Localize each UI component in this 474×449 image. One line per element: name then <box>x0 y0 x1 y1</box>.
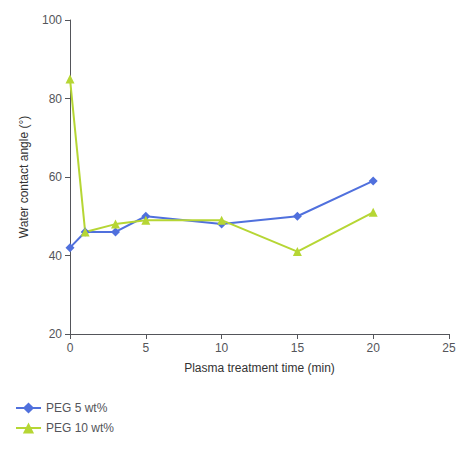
svg-text:60: 60 <box>49 170 63 184</box>
svg-text:15: 15 <box>291 341 305 355</box>
svg-text:Water contact angle (°): Water contact angle (°) <box>17 116 31 238</box>
svg-text:5: 5 <box>142 341 149 355</box>
svg-text:10: 10 <box>215 341 229 355</box>
svg-text:20: 20 <box>367 341 381 355</box>
svg-text:PEG 5 wt%: PEG 5 wt% <box>46 401 108 415</box>
svg-text:40: 40 <box>49 249 63 263</box>
svg-text:PEG 10 wt%: PEG 10 wt% <box>46 421 114 435</box>
svg-text:20: 20 <box>49 327 63 341</box>
svg-text:100: 100 <box>42 13 62 27</box>
svg-text:Plasma treatment time (min): Plasma treatment time (min) <box>184 361 335 375</box>
svg-text:80: 80 <box>49 92 63 106</box>
svg-text:25: 25 <box>442 341 456 355</box>
svg-text:0: 0 <box>67 341 74 355</box>
